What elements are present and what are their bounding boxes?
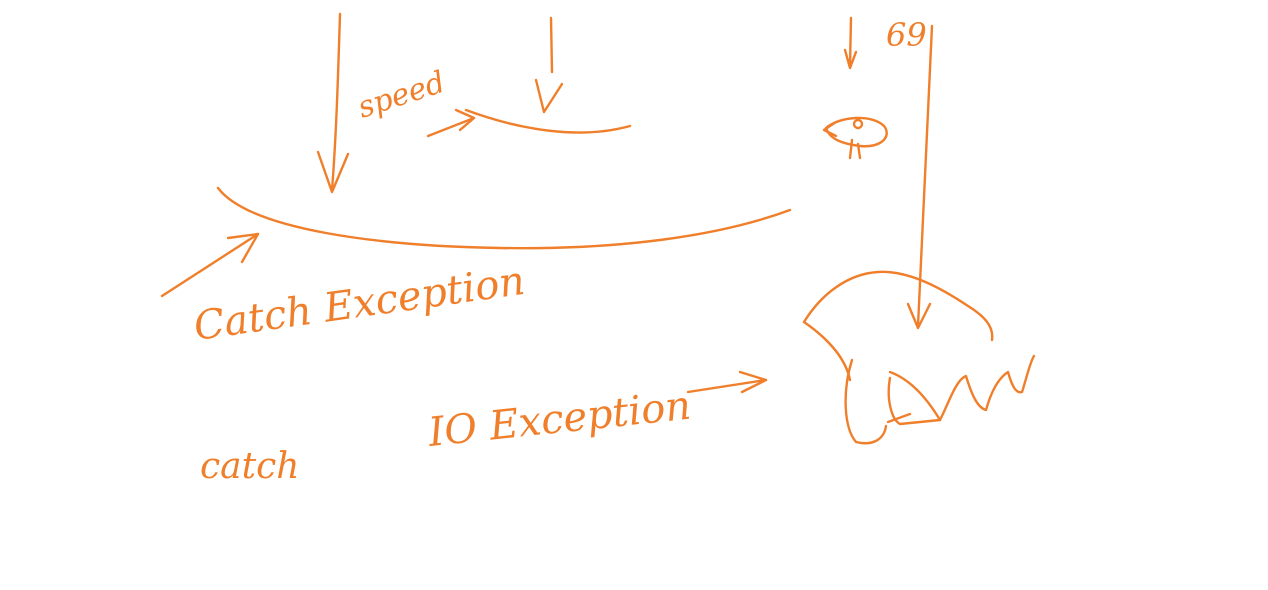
small-right-arrow: [426, 108, 476, 138]
catch-exception-arrow: [160, 232, 260, 298]
speed-label: speed: [354, 65, 450, 126]
io-exception-arrow: [686, 370, 768, 394]
number-label: 69: [886, 16, 927, 54]
large-lower-curve: [216, 186, 792, 250]
right-down-arrow: [906, 24, 934, 330]
middle-down-arrow: [534, 16, 564, 114]
creature-sketch-icon: [822, 116, 888, 160]
catch-label: catch: [200, 446, 299, 487]
left-down-arrow: [316, 12, 350, 194]
right-short-tick: [843, 16, 858, 70]
upper-curve: [464, 108, 632, 134]
catch-exception-label: Catch Exception: [191, 258, 528, 350]
catching-glove-icon: [802, 270, 1036, 445]
io-exception-label: IO Exception: [425, 383, 693, 456]
